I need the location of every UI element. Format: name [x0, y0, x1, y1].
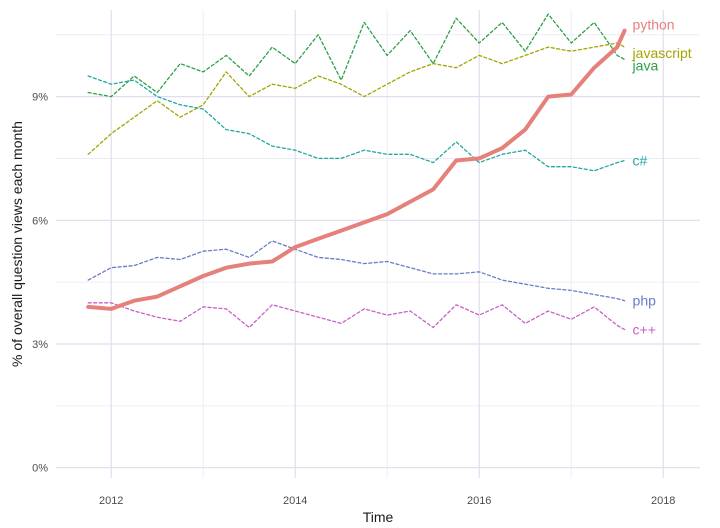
- series-label-php: php: [633, 293, 657, 309]
- series-line-c: [87, 302, 626, 331]
- x-axis-title: Time: [363, 509, 394, 525]
- axis-ticks: 2012 2014 2016 2018 0% 3% 6% 9%: [32, 92, 675, 507]
- y-tick-label: 9%: [32, 92, 48, 104]
- y-tick-label: 6%: [32, 215, 48, 227]
- x-tick-label: 2016: [467, 495, 491, 507]
- y-tick-label: 3%: [32, 339, 48, 351]
- series-line-javascript: [87, 42, 626, 155]
- series-line-php: [87, 240, 626, 302]
- series-lines: [86, 13, 627, 331]
- series-label-java: java: [632, 57, 659, 73]
- series-label-python: python: [633, 17, 675, 33]
- series-line-java: [87, 13, 626, 98]
- series-line-python: [86, 28, 627, 311]
- x-tick-label: 2014: [283, 495, 307, 507]
- y-axis-title: % of overall question views each month: [9, 121, 25, 367]
- series-line-c: [87, 75, 626, 172]
- series-label-c: c#: [633, 153, 648, 169]
- series-label-c: c++: [633, 322, 656, 338]
- grid: [56, 10, 700, 478]
- x-tick-label: 2018: [651, 495, 675, 507]
- series-label-javascript: javascript: [632, 45, 692, 61]
- x-tick-label: 2012: [99, 495, 123, 507]
- y-tick-label: 0%: [32, 463, 48, 475]
